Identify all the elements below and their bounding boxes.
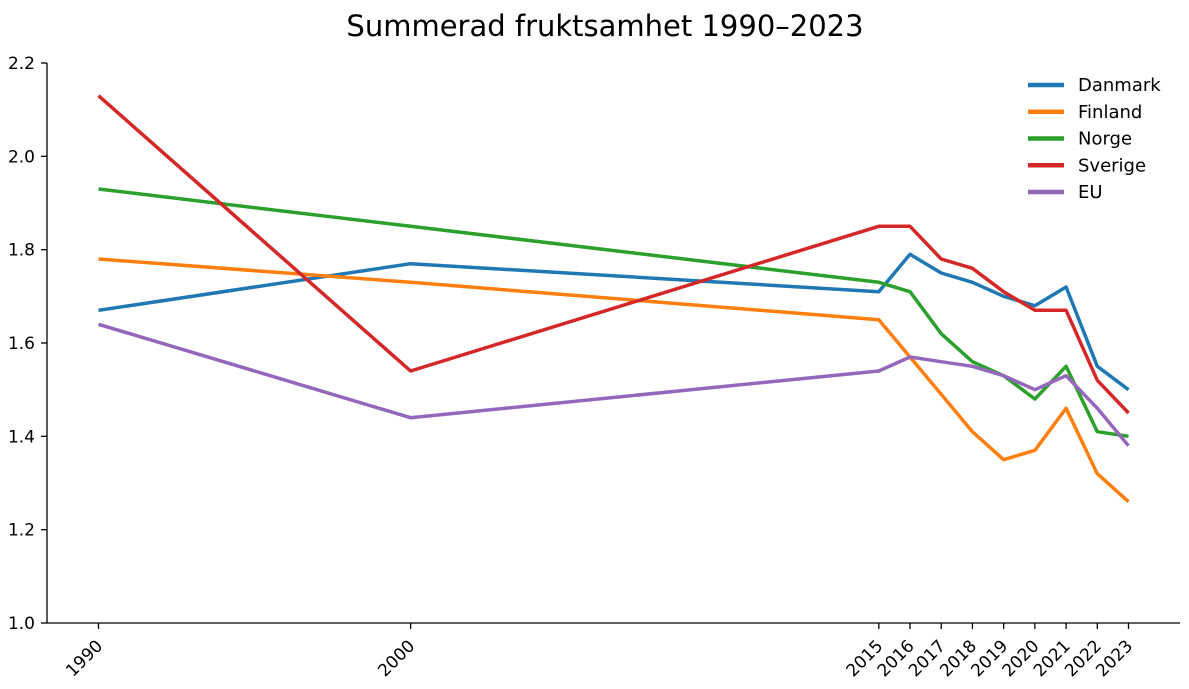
legend-label-eu: EU [1078, 182, 1103, 203]
y-tick-label: 2.2 [8, 54, 35, 74]
y-tick-label: 1.0 [8, 614, 35, 634]
series-line-eu [97, 322, 1130, 447]
series-lines [97, 94, 1130, 504]
y-tick-label: 1.4 [8, 427, 35, 447]
legend-label-finland: Finland [1078, 102, 1142, 123]
x-tick-label: 2000 [374, 636, 419, 681]
legend-item-sverige: Sverige [1028, 155, 1146, 176]
y-tick-label: 1.8 [8, 241, 35, 261]
x-tick-label: 2023 [1092, 636, 1137, 681]
series-line-sverige [97, 94, 1130, 415]
legend: Danmark Finland Norge Sverige EU [1028, 75, 1161, 203]
legend-label-sverige: Sverige [1078, 155, 1146, 176]
axis-spines [46, 63, 1180, 624]
chart-title: Summerad fruktsamhet 1990–2023 [346, 9, 863, 43]
legend-item-norge: Norge [1028, 129, 1132, 150]
series-line-finland [98, 257, 1130, 504]
legend-item-danmark: Danmark [1028, 75, 1161, 96]
legend-item-eu: EU [1028, 182, 1103, 203]
y-tick-label: 1.6 [8, 334, 35, 354]
legend-item-finland: Finland [1028, 102, 1142, 123]
legend-label-norge: Norge [1078, 129, 1132, 150]
legend-label-danmark: Danmark [1078, 75, 1161, 96]
y-tick-label: 2.0 [8, 147, 35, 167]
y-tick-label: 1.2 [8, 521, 35, 541]
series-line-danmark [98, 252, 1130, 392]
x-tick-label: 1990 [62, 636, 107, 681]
